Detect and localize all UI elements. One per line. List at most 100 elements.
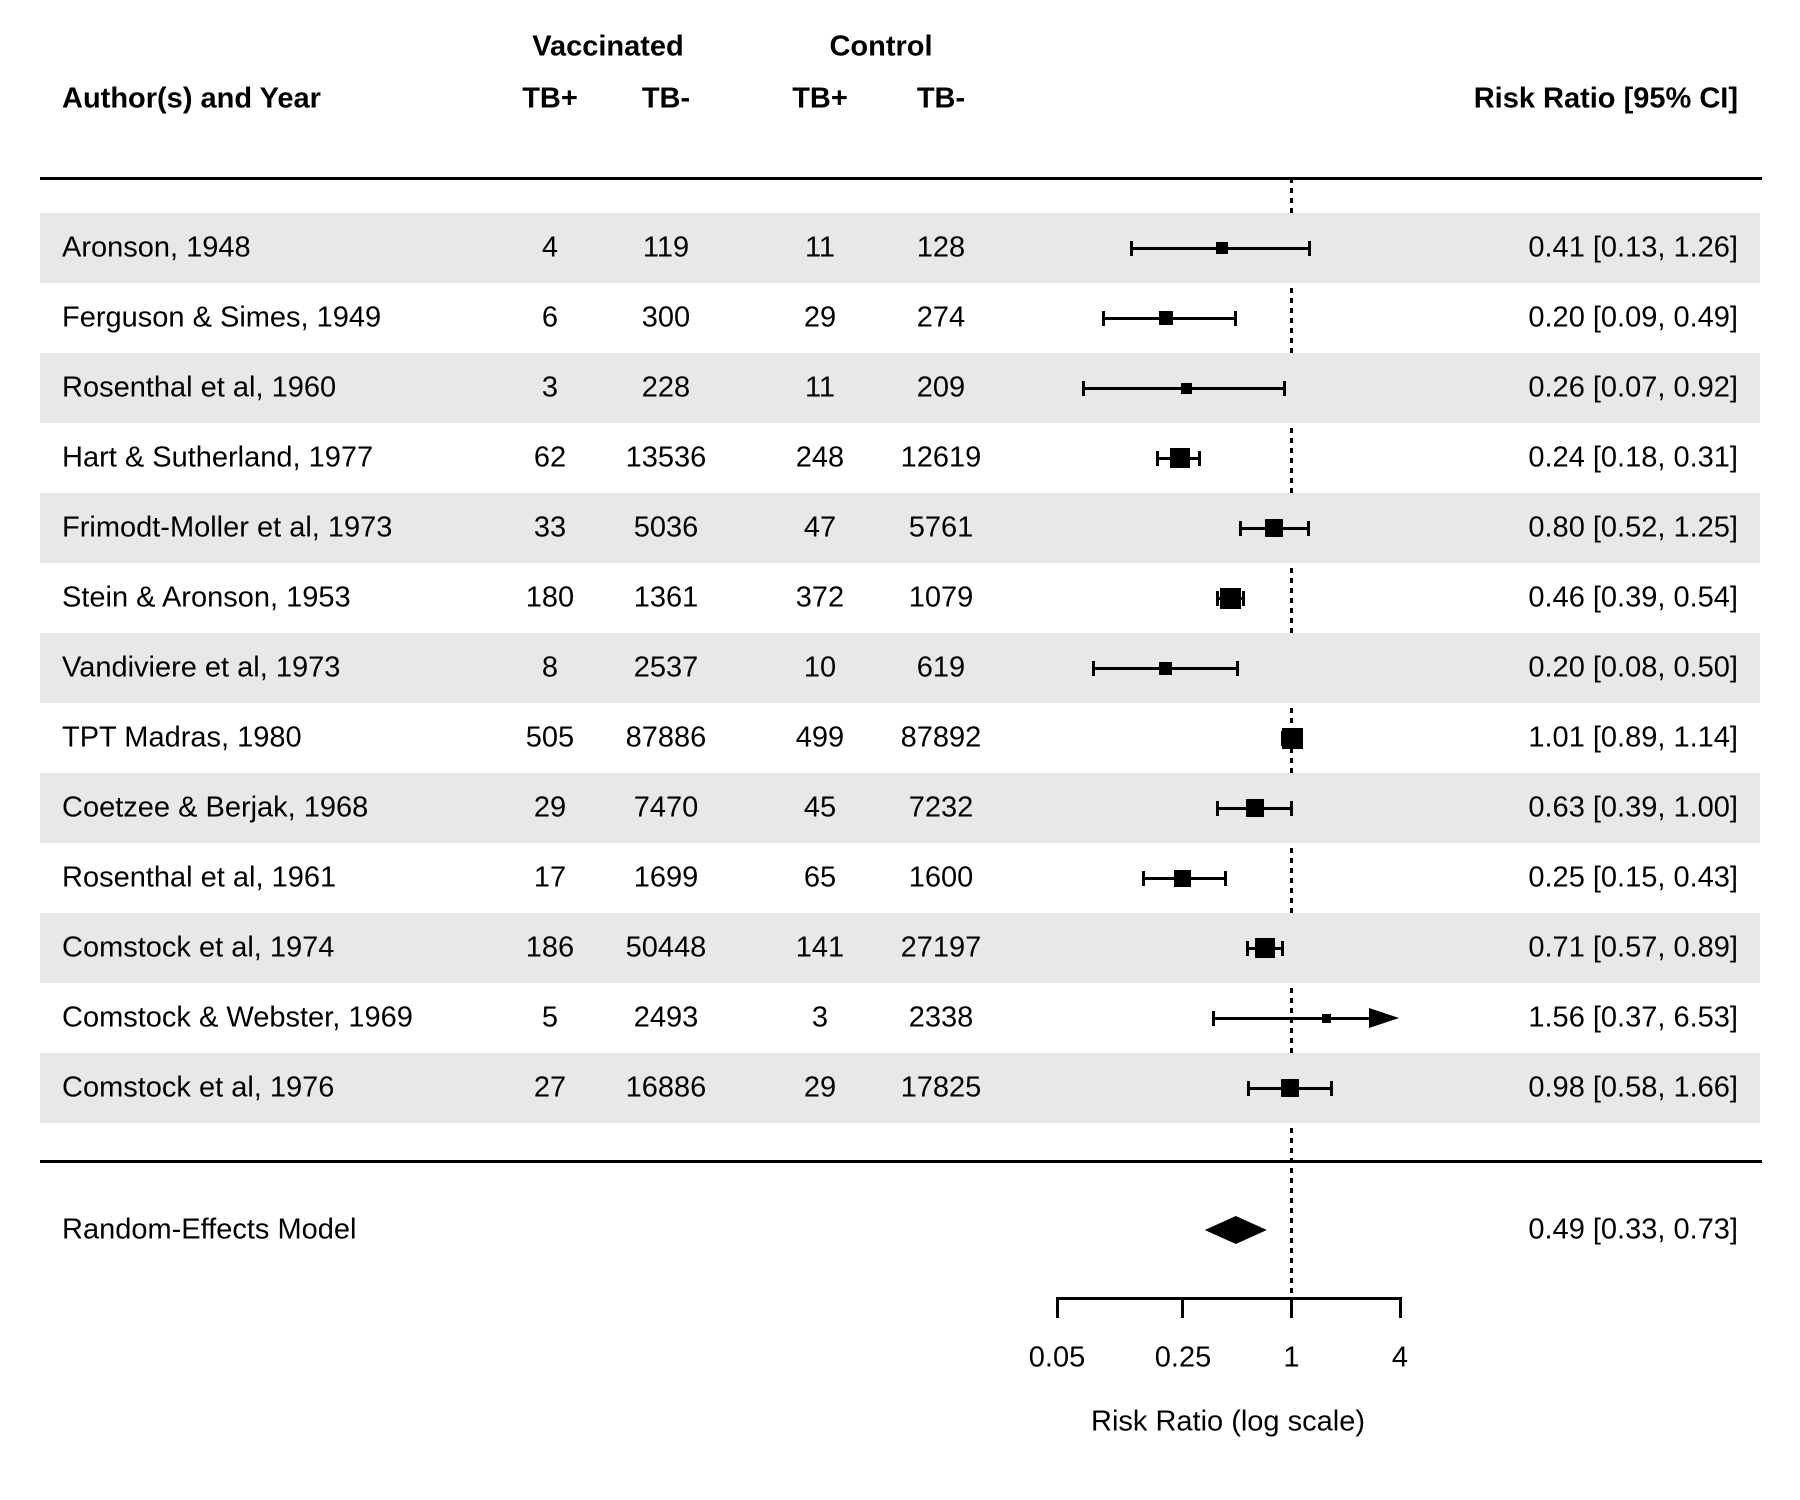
point-estimate-box xyxy=(1220,587,1242,609)
ctl-tb-pos-value: 141 xyxy=(795,931,845,964)
study-label: Vandiviere et al, 1973 xyxy=(62,651,341,684)
ctl-tb-neg-value: 12619 xyxy=(900,441,982,474)
ctl-tb-pos-value: 65 xyxy=(803,861,837,894)
vac-tb-pos-value: 186 xyxy=(525,931,575,964)
ci-cap-right xyxy=(1307,520,1311,536)
x-axis-tick xyxy=(1055,1297,1059,1318)
ctl-tb-pos-value: 11 xyxy=(804,231,836,264)
ctl-tb-neg-value: 7232 xyxy=(908,791,974,824)
risk-ratio-annotation: 0.20 [0.08, 0.50] xyxy=(1528,651,1738,684)
summary-diamond xyxy=(1204,1216,1267,1244)
vac-tb-neg-value: 2493 xyxy=(633,1001,699,1034)
ci-cap-left xyxy=(1155,450,1159,466)
vac-tb-pos-value: 17 xyxy=(533,861,567,894)
ci-cap-right xyxy=(1280,940,1284,956)
risk-ratio-annotation: 0.20 [0.09, 0.49] xyxy=(1528,301,1738,334)
risk-ratio-annotation: 0.46 [0.39, 0.54] xyxy=(1528,581,1738,614)
x-axis-title: Risk Ratio (log scale) xyxy=(1091,1405,1365,1438)
x-axis-tick xyxy=(1290,1297,1293,1318)
ctl-tb-neg-value: 5761 xyxy=(908,511,974,544)
risk-ratio-annotation: 1.01 [0.89, 1.14] xyxy=(1528,721,1738,754)
ctl-tb-neg-value: 17825 xyxy=(900,1071,982,1104)
ctl-tb-pos-value: 11 xyxy=(804,371,836,404)
study-label: Rosenthal et al, 1961 xyxy=(62,861,337,894)
point-estimate-box xyxy=(1281,727,1303,749)
ctl-tb-neg-value: 619 xyxy=(916,651,966,684)
ci-cap-left xyxy=(1238,520,1242,536)
row-stripe xyxy=(40,493,1760,563)
ci-cap-left xyxy=(1216,800,1220,816)
vac-tb-neg-value: 5036 xyxy=(633,511,699,544)
ctl-tb-pos-value: 29 xyxy=(803,301,837,334)
row-stripe xyxy=(40,913,1760,983)
column-header-vac-tb-neg: TB- xyxy=(641,82,691,115)
point-estimate-box xyxy=(1174,869,1192,887)
row-stripe xyxy=(40,213,1760,283)
ci-cap-left xyxy=(1247,1080,1251,1096)
ctl-tb-neg-value: 209 xyxy=(916,371,966,404)
ctl-tb-pos-value: 29 xyxy=(803,1071,837,1104)
vac-tb-pos-value: 62 xyxy=(533,441,567,474)
ci-cap-right xyxy=(1234,310,1238,326)
ci-cap-left xyxy=(1212,1010,1216,1026)
vac-tb-pos-value: 29 xyxy=(533,791,567,824)
ci-cap-right xyxy=(1241,590,1245,606)
study-label: Comstock et al, 1976 xyxy=(62,1071,335,1104)
ci-cap-left xyxy=(1081,380,1085,396)
study-label: Comstock & Webster, 1969 xyxy=(62,1001,413,1034)
vac-tb-pos-value: 5 xyxy=(541,1001,559,1034)
x-axis-line xyxy=(1055,1297,1402,1300)
ci-cap-right xyxy=(1290,800,1293,816)
column-header-author: Author(s) and Year xyxy=(62,82,321,115)
column-header-vaccinated: Vaccinated xyxy=(532,30,684,63)
ctl-tb-pos-value: 499 xyxy=(795,721,845,754)
x-axis-tick-label: 0.25 xyxy=(1154,1341,1212,1374)
ci-cap-left xyxy=(1141,870,1145,886)
row-stripe xyxy=(40,1053,1760,1123)
summary-label: Random-Effects Model xyxy=(62,1213,357,1246)
point-estimate-box xyxy=(1158,311,1173,325)
bottom-rule xyxy=(40,1160,1762,1163)
risk-ratio-annotation: 0.98 [0.58, 1.66] xyxy=(1528,1071,1738,1104)
ci-cap-left xyxy=(1092,660,1096,676)
study-label: Stein & Aronson, 1953 xyxy=(62,581,351,614)
vac-tb-pos-value: 3 xyxy=(541,371,559,404)
study-label: Rosenthal et al, 1960 xyxy=(62,371,337,404)
vac-tb-pos-value: 27 xyxy=(533,1071,567,1104)
ctl-tb-neg-value: 2338 xyxy=(908,1001,974,1034)
study-label: TPT Madras, 1980 xyxy=(62,721,302,754)
x-axis-tick-label: 0.05 xyxy=(1028,1341,1086,1374)
vac-tb-neg-value: 13536 xyxy=(625,441,707,474)
x-axis-tick-label: 4 xyxy=(1391,1341,1409,1374)
vac-tb-pos-value: 8 xyxy=(541,651,559,684)
risk-ratio-annotation: 0.24 [0.18, 0.31] xyxy=(1528,441,1738,474)
ctl-tb-neg-value: 27197 xyxy=(900,931,982,964)
column-header-ctl-tb-pos: TB+ xyxy=(792,82,848,115)
point-estimate-box xyxy=(1246,799,1265,817)
study-label: Ferguson & Simes, 1949 xyxy=(62,301,382,334)
risk-ratio-annotation: 0.71 [0.57, 0.89] xyxy=(1528,931,1738,964)
row-stripe xyxy=(40,353,1760,423)
point-estimate-box xyxy=(1180,382,1192,394)
x-axis-tick-label: 1 xyxy=(1283,1341,1300,1374)
ctl-tb-neg-value: 274 xyxy=(916,301,966,334)
ci-cap-left xyxy=(1246,940,1249,956)
vac-tb-neg-value: 2537 xyxy=(633,651,699,684)
ctl-tb-pos-value: 3 xyxy=(811,1001,829,1034)
point-estimate-box xyxy=(1169,448,1190,468)
study-label: Frimodt-Moller et al, 1973 xyxy=(62,511,393,544)
study-label: Coetzee & Berjak, 1968 xyxy=(62,791,369,824)
ci-cap-right xyxy=(1308,240,1312,256)
top-rule xyxy=(40,177,1762,180)
ctl-tb-pos-value: 10 xyxy=(803,651,837,684)
ctl-tb-pos-value: 47 xyxy=(803,511,837,544)
ci-cap-right xyxy=(1223,870,1227,886)
column-header-ctl-tb-neg: TB- xyxy=(916,82,966,115)
column-header-risk-ratio: Risk Ratio [95% CI] xyxy=(1473,82,1738,115)
ci-cap-right xyxy=(1283,380,1287,396)
vac-tb-neg-value: 1361 xyxy=(633,581,699,614)
vac-tb-pos-value: 33 xyxy=(533,511,567,544)
column-header-vac-tb-pos: TB+ xyxy=(522,82,578,115)
ci-arrow-right-icon xyxy=(1369,1008,1399,1028)
study-label: Hart & Sutherland, 1977 xyxy=(62,441,374,474)
